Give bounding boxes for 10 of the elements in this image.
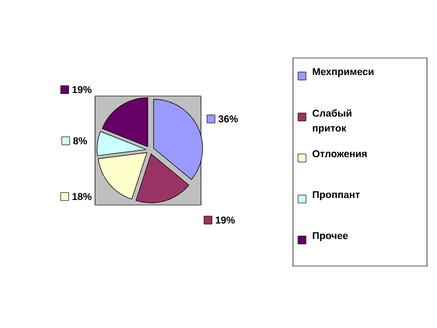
legend-label: Прочее	[312, 232, 348, 242]
data-label: 36%	[218, 115, 238, 122]
data-label: 8%	[73, 137, 88, 144]
legend-label: Слабый приток	[312, 109, 352, 134]
legend-label: Отложения	[312, 150, 367, 158]
data-label: 19%	[216, 216, 235, 224]
legend-label: Проппант	[312, 191, 360, 200]
data-label: 19%	[72, 86, 92, 94]
legend-label: Мехпримеси	[312, 68, 374, 78]
data-label: 18%	[72, 193, 92, 200]
